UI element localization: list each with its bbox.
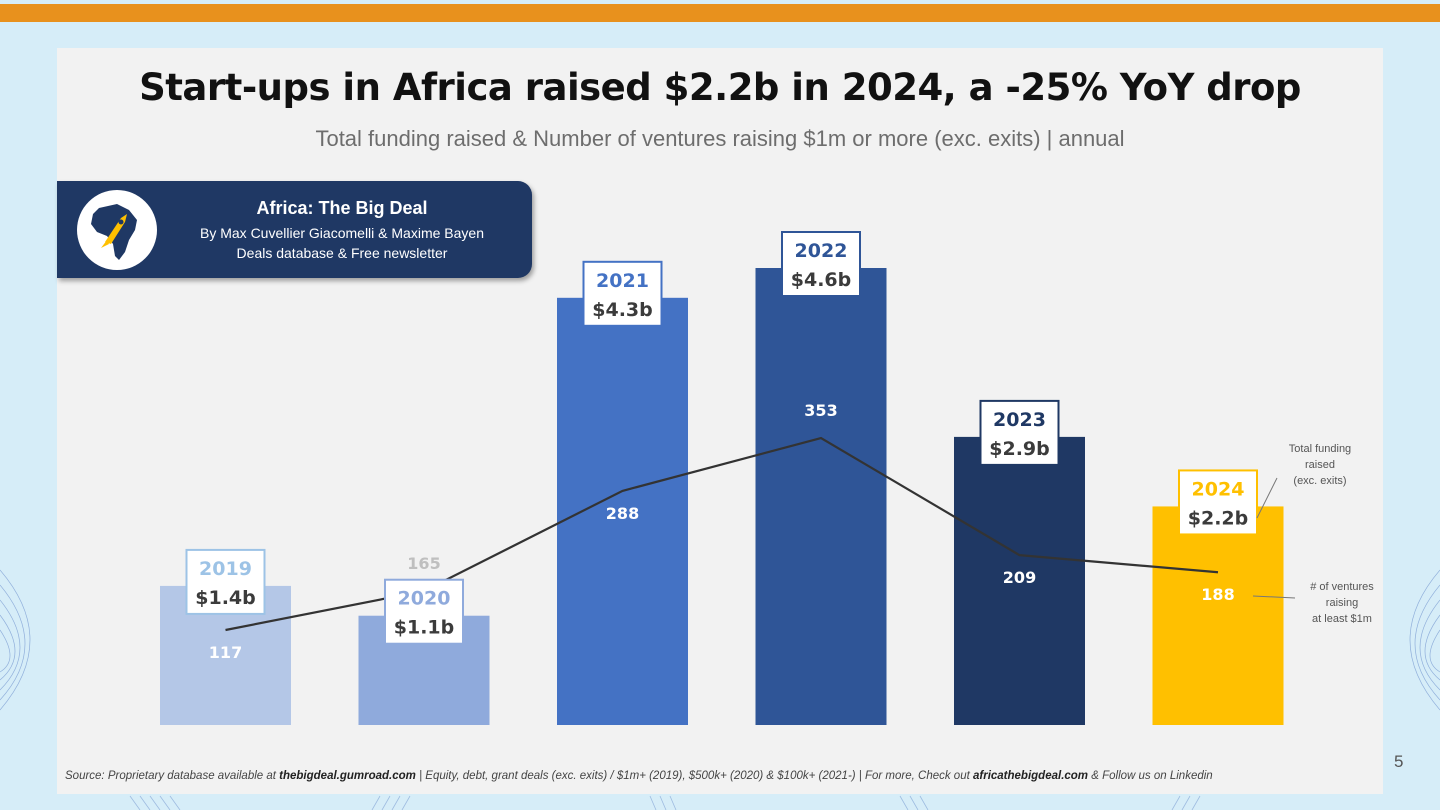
- brand-banner: Africa: The Big Deal By Max Cuvellier Gi…: [57, 181, 532, 278]
- africa-rocket-logo-icon: [77, 190, 157, 270]
- bar-2021[interactable]: [557, 297, 688, 725]
- ventures-count-label: 117: [209, 643, 242, 662]
- bar-year-label: 2019: [199, 558, 252, 580]
- brand-byline: By Max Cuvellier Giacomelli & Maxime Bay…: [200, 225, 484, 241]
- brand-tagline: Deals database & Free newsletter: [236, 245, 448, 261]
- bar-label-box: [582, 260, 663, 327]
- ventures-count-label: 188: [1201, 585, 1234, 604]
- annotation-funding-pointer: [1256, 477, 1278, 519]
- bar-value-label: $4.3b: [592, 299, 652, 321]
- bar-label-box: [1178, 469, 1258, 536]
- bar-label-box: [185, 548, 266, 615]
- funding-chart: 117 165 288 353 209 188 2019 $1.4b 2020 $1.1b 2021…: [160, 231, 1374, 725]
- source-site-link[interactable]: thebigdeal.gumroad.com: [279, 770, 416, 782]
- bar-value-label: $4.6b: [791, 269, 851, 291]
- ventures-count-label: 288: [606, 504, 639, 523]
- bar-label-box: [384, 578, 464, 645]
- annotation-funding-text: Total funding: [1289, 443, 1351, 455]
- slide-panel: Start-ups in Africa raised $2.2b in 2024…: [57, 48, 1383, 794]
- annotation-ventures-text: raising: [1326, 597, 1358, 609]
- bar-year-label: 2022: [795, 240, 848, 262]
- top-accent-bar: [0, 4, 1440, 22]
- annotation-ventures-text: at least $1m: [1312, 613, 1372, 625]
- bar-value-label: $1.4b: [195, 587, 255, 609]
- source-site2-link[interactable]: africathebigdeal.com: [973, 770, 1089, 782]
- bar-label-box: [979, 399, 1060, 466]
- bar-2023[interactable]: [954, 436, 1085, 725]
- annotation-funding-text: (exc. exits): [1293, 475, 1346, 487]
- bar-label-box: [781, 231, 861, 297]
- chart-title: Start-ups in Africa raised $2.2b in 2024…: [139, 66, 1301, 109]
- bar-year-label: 2023: [993, 409, 1046, 431]
- source-note: Source: Proprietary database available a…: [65, 770, 1381, 782]
- bar-2022[interactable]: [755, 268, 887, 725]
- source-suffix: & Follow us on Linkedin: [1088, 770, 1213, 782]
- bar-value-label: $2.9b: [989, 438, 1049, 460]
- chart-subtitle: Total funding raised & Number of venture…: [315, 126, 1125, 151]
- ventures-count-label: 353: [804, 401, 837, 420]
- brand-name: Africa: The Big Deal: [256, 198, 428, 218]
- ventures-count-label: 165: [407, 554, 440, 573]
- annotation-funding-text: raised: [1305, 459, 1335, 471]
- bar-year-label: 2020: [398, 588, 451, 610]
- source-prefix: Source: Proprietary database available a…: [65, 770, 280, 782]
- bar-year-label: 2021: [596, 270, 649, 292]
- bar-value-label: $2.2b: [1188, 507, 1248, 529]
- bar-2024[interactable]: [1152, 506, 1284, 725]
- source-middle: | Equity, debt, grant deals (exc. exits)…: [415, 770, 973, 782]
- bar-value-label: $1.1b: [394, 617, 454, 639]
- ventures-count-label: 209: [1003, 568, 1036, 587]
- annotation-ventures-text: # of ventures: [1310, 581, 1374, 593]
- bar-year-label: 2024: [1192, 478, 1245, 500]
- page-number: 5: [1394, 752, 1404, 771]
- annotation-ventures-pointer: [1252, 595, 1296, 599]
